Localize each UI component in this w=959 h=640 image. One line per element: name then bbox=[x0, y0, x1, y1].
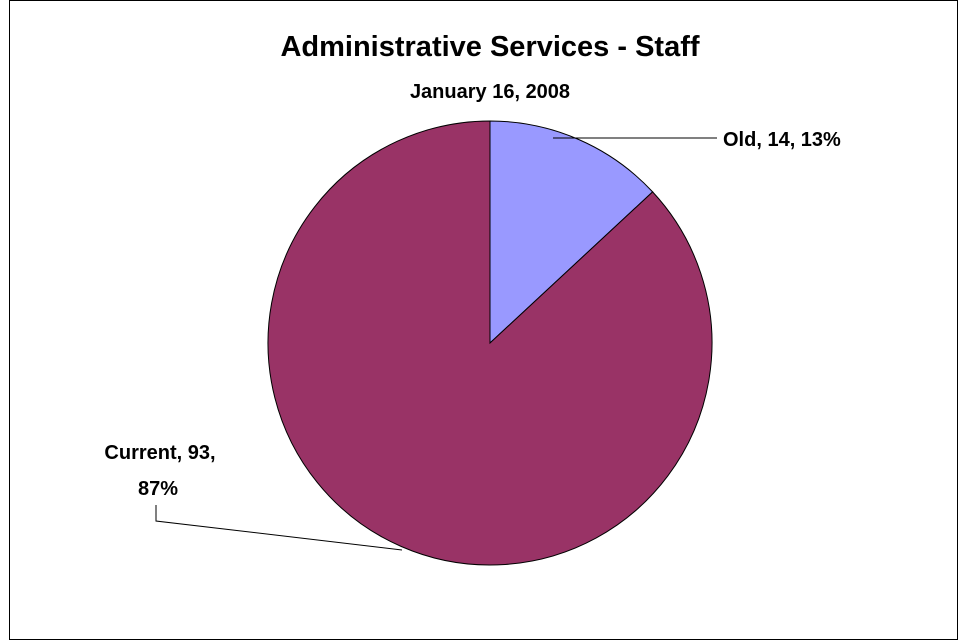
current-data-label-line1: Current, 93, bbox=[104, 442, 215, 464]
old-data-label: Old, 14, 13% bbox=[723, 129, 841, 151]
pie-slices bbox=[267, 120, 713, 566]
chart-subtitle: January 16, 2008 bbox=[410, 81, 570, 103]
current-leader-line bbox=[155, 505, 403, 551]
current-data-label-line2: 87% bbox=[138, 478, 178, 500]
chart-title: Administrative Services - Staff bbox=[280, 31, 699, 63]
pie-slice-current bbox=[267, 120, 713, 566]
pie-slice-old bbox=[489, 120, 654, 345]
